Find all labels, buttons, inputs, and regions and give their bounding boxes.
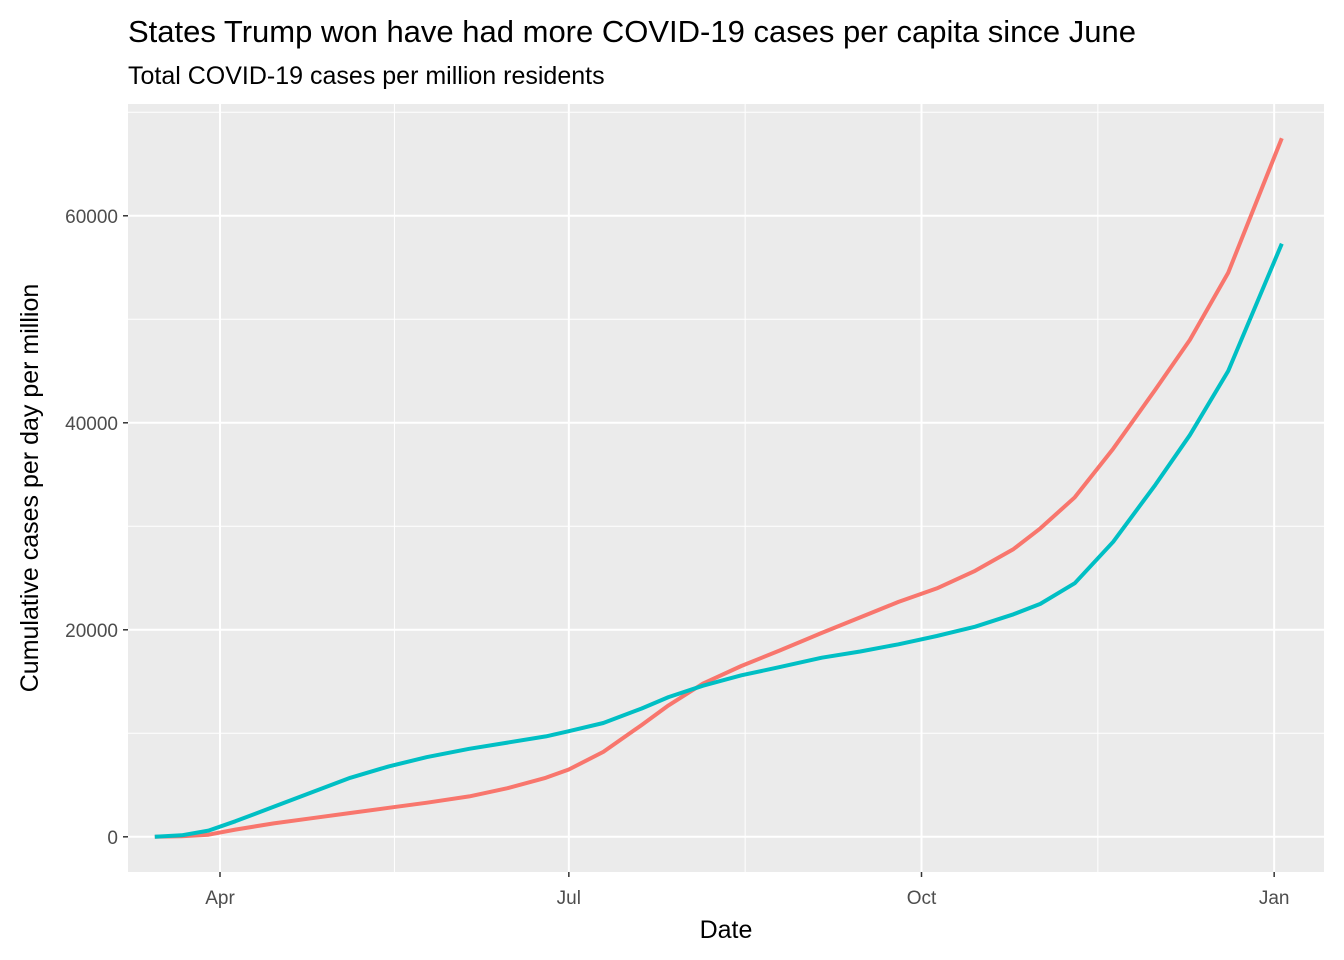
series-lines xyxy=(154,137,1284,839)
y-tick-label: 60000 xyxy=(65,207,118,228)
x-tick-label: Apr xyxy=(205,888,235,909)
series-line-2 xyxy=(154,242,1284,839)
x-tick-label: Jul xyxy=(557,888,581,909)
series-line-1 xyxy=(154,137,1284,839)
y-axis-title: Cumulative cases per day per million xyxy=(16,284,44,693)
major-gridlines xyxy=(128,104,1324,872)
x-axis-title: Date xyxy=(700,916,753,944)
y-axis: 0 20000 40000 60000 xyxy=(65,207,128,849)
chart-title: States Trump won have had more COVID-19 … xyxy=(128,14,1136,49)
x-tick-label: Oct xyxy=(907,888,937,909)
minor-gridlines xyxy=(128,104,1324,872)
x-axis: Apr Jul Oct Jan xyxy=(205,872,1289,909)
plot-panel xyxy=(128,104,1324,872)
y-tick-label: 0 xyxy=(107,828,118,849)
y-tick-label: 40000 xyxy=(65,414,118,435)
y-tick-label: 20000 xyxy=(65,621,118,642)
chart-subtitle: Total COVID-19 cases per million residen… xyxy=(128,62,605,90)
x-tick-label: Jan xyxy=(1259,888,1290,909)
